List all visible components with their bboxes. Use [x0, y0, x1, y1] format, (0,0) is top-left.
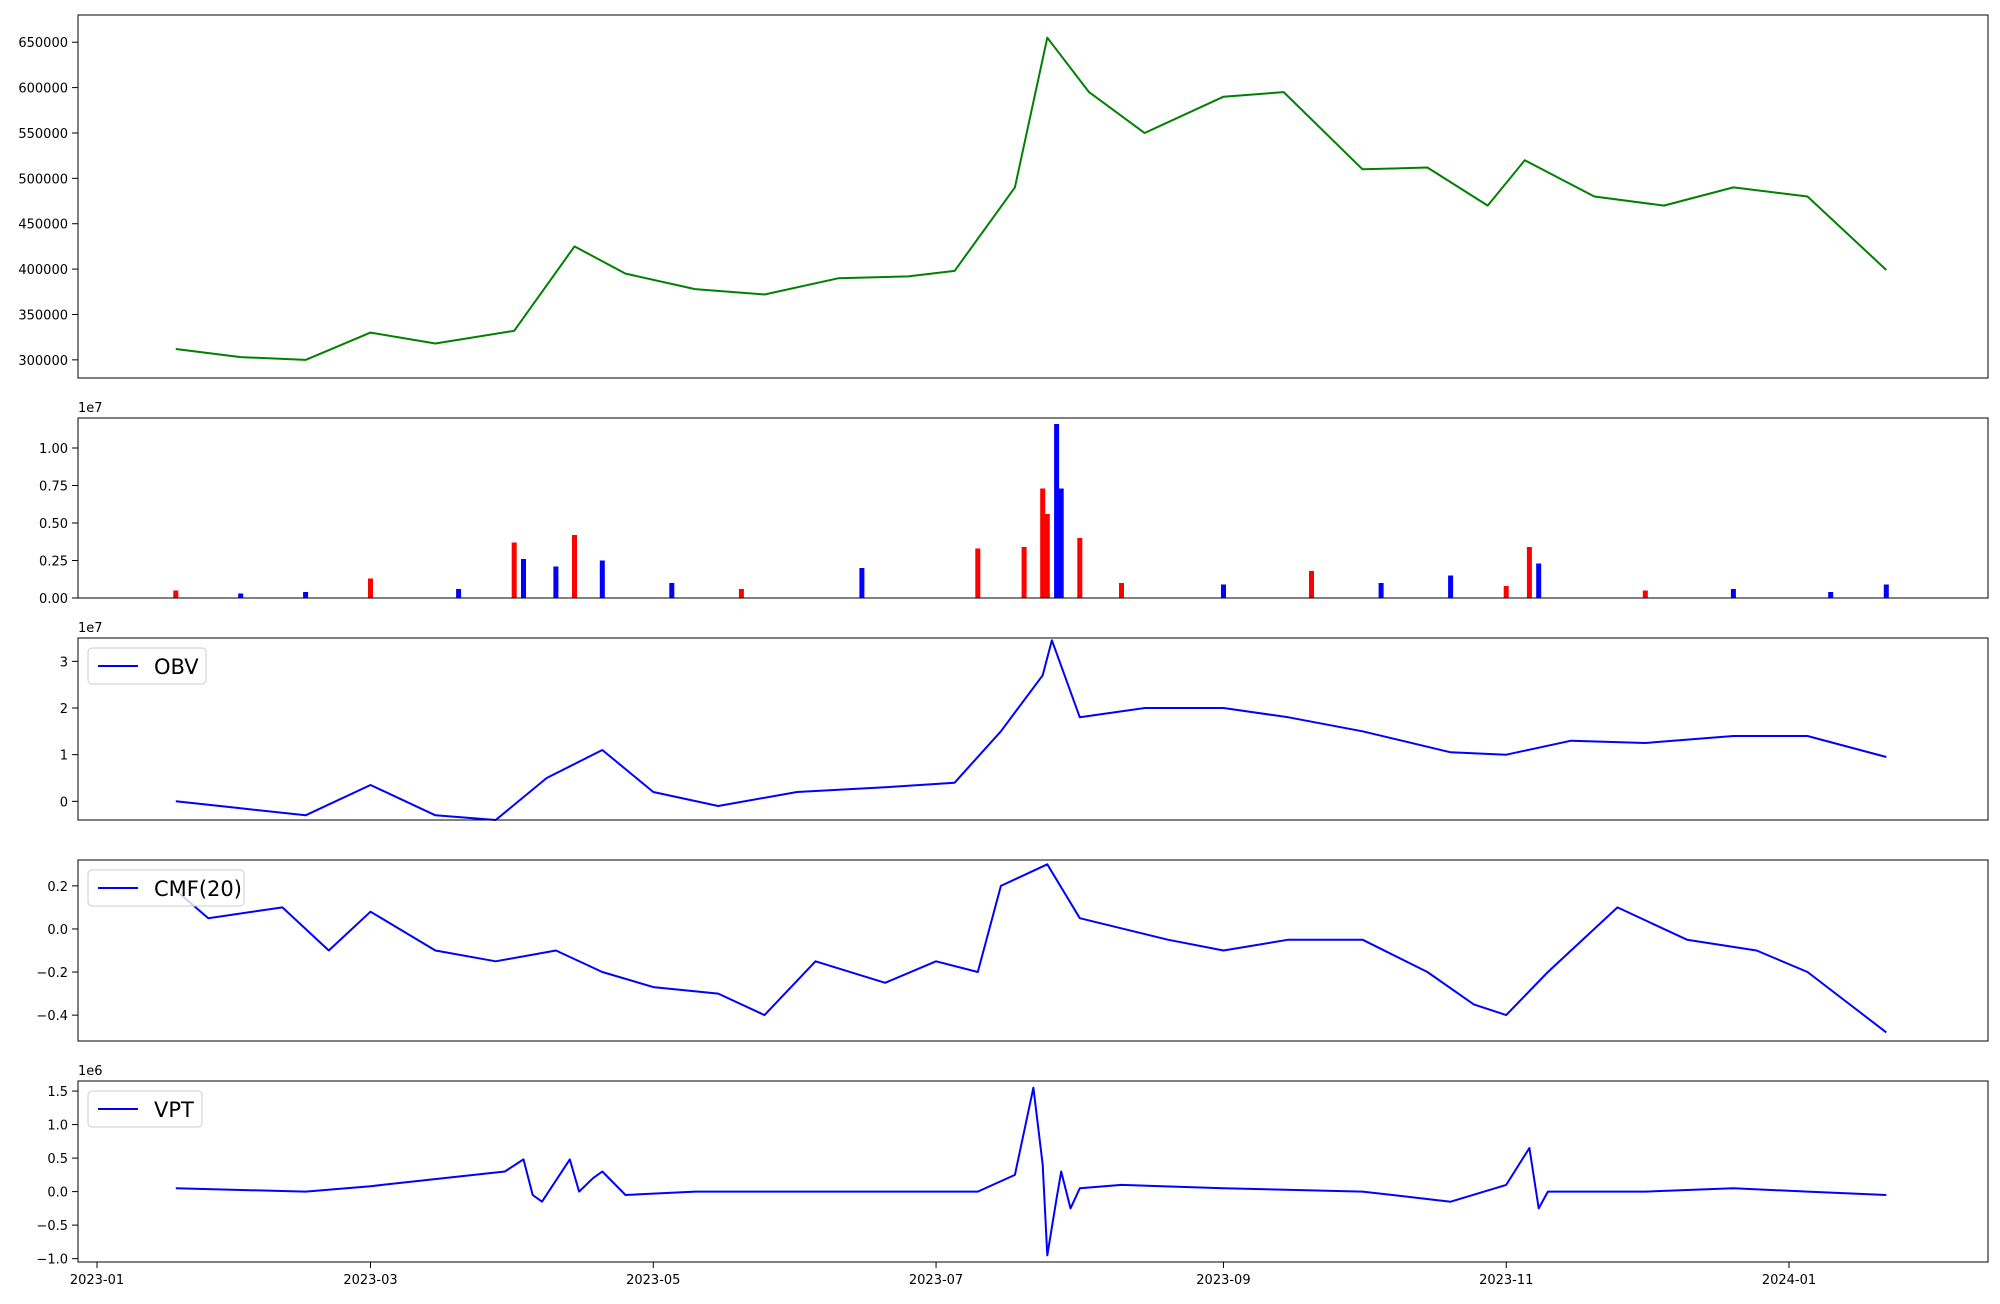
x-tick-label: 2023-09	[1196, 1273, 1250, 1288]
subplot-cmf: −0.4 −0.2 0.0 0.2 CMF(20)	[36, 859, 1989, 1042]
axes-frame	[77, 1080, 1989, 1263]
volume-bar	[1448, 575, 1454, 598]
volume-bar	[173, 590, 179, 598]
volume-bar	[521, 559, 526, 598]
volume-bar	[1730, 589, 1736, 598]
volume-bar	[1021, 547, 1027, 598]
y-tick-label: 450000	[18, 218, 68, 233]
y-tick-label: 0.0	[47, 1186, 68, 1201]
volume-bar	[1077, 538, 1083, 598]
volume-bar	[303, 592, 309, 598]
legend-box	[87, 869, 245, 907]
volume-bar	[975, 548, 981, 598]
legend-label: OBV	[154, 655, 199, 679]
y-tick-label: 0.25	[39, 555, 68, 570]
y-tick-label: 550000	[18, 127, 68, 142]
x-tick-label: 2023-07	[909, 1273, 963, 1288]
volume-bar	[1536, 563, 1542, 598]
y-tick-label: 500000	[18, 172, 68, 187]
subplot-obv: 0 1 2 3 1e7 OBV	[60, 621, 1989, 821]
volume-bar	[456, 589, 462, 598]
volume-bar	[553, 566, 559, 598]
volume-bar	[1054, 424, 1060, 598]
y-tick-label: 1	[60, 749, 68, 764]
axis-offset-label: 1e6	[78, 1064, 103, 1079]
y-tick-label: −0.2	[36, 966, 68, 981]
axes-frame	[77, 417, 1989, 599]
y-tick-label: 650000	[18, 36, 68, 51]
volume-bar	[1058, 488, 1064, 598]
y-tick-label: 400000	[18, 263, 68, 278]
y-tick-label: −1.0	[36, 1253, 68, 1268]
subplot-volume: 0.00 0.25 0.50 0.75 1.00 1e7	[39, 401, 1989, 607]
volume-bar	[1883, 584, 1889, 598]
y-tick-label: 0	[60, 795, 68, 810]
subplot-price: 300000 350000 400000 450000 500000 550000 6000…	[18, 14, 1989, 379]
x-tick-label: 2023-03	[343, 1273, 397, 1288]
y-tick-label: 2	[60, 702, 68, 717]
y-tick-label: 0.00	[39, 592, 68, 607]
volume-bar	[572, 535, 577, 598]
axis-offset-label: 1e7	[78, 401, 103, 416]
x-tick-label: 2024-01	[1762, 1273, 1816, 1288]
legend-box	[87, 1090, 203, 1128]
price-line	[175, 36, 1887, 361]
y-tick-label: 0.2	[47, 880, 68, 895]
obv-line	[175, 639, 1887, 821]
volume-bar	[1526, 547, 1532, 598]
axes-frame	[77, 859, 1989, 1042]
volume-bar	[1378, 583, 1384, 598]
cmf-line	[175, 863, 1887, 1034]
legend-box	[87, 647, 207, 685]
y-tick-label: 300000	[18, 354, 68, 369]
y-tick-label: 0.5	[47, 1152, 68, 1167]
volume-bar	[1221, 584, 1226, 598]
y-tick-label: 1.0	[47, 1119, 68, 1134]
volume-bar	[1044, 514, 1050, 598]
volume-bar	[1503, 586, 1509, 598]
subplot-vpt: −1.0 −0.5 0.0 0.5 1.0 1.5 1e6 VPT 2023-01 2023-03…	[36, 1064, 1989, 1288]
x-tick-label: 2023-05	[626, 1273, 680, 1288]
y-tick-label: 350000	[18, 308, 68, 323]
axis-offset-label: 1e7	[78, 621, 103, 636]
axes-frame	[77, 637, 1989, 821]
volume-bar	[238, 593, 244, 598]
volume-bar	[738, 589, 744, 598]
y-tick-label: 3	[60, 655, 68, 670]
volume-bar	[1040, 488, 1046, 598]
volume-bar	[599, 560, 605, 598]
volume-bar	[1309, 571, 1314, 598]
vpt-line	[175, 1086, 1887, 1257]
volume-bar	[669, 583, 675, 598]
y-tick-label: 1.00	[39, 442, 68, 457]
y-tick-label: −0.4	[36, 1009, 68, 1024]
volume-bar	[1828, 592, 1834, 598]
y-tick-label: 0.50	[39, 517, 68, 532]
volume-bar	[511, 542, 517, 598]
legend-label: VPT	[154, 1098, 194, 1122]
volume-bar	[368, 578, 373, 598]
volume-bar	[1119, 583, 1124, 598]
y-tick-label: 1.5	[47, 1085, 68, 1100]
volume-bar	[1642, 590, 1648, 598]
x-tick-label: 2023-01	[70, 1273, 124, 1288]
axes-frame	[77, 14, 1989, 379]
legend-label: CMF(20)	[154, 877, 242, 901]
x-tick-label: 2023-11	[1479, 1273, 1533, 1288]
y-tick-label: 0.0	[47, 923, 68, 938]
y-tick-label: −0.5	[36, 1219, 68, 1234]
y-tick-label: 0.75	[39, 480, 68, 495]
volume-bar	[859, 568, 865, 598]
y-tick-label: 600000	[18, 82, 68, 97]
